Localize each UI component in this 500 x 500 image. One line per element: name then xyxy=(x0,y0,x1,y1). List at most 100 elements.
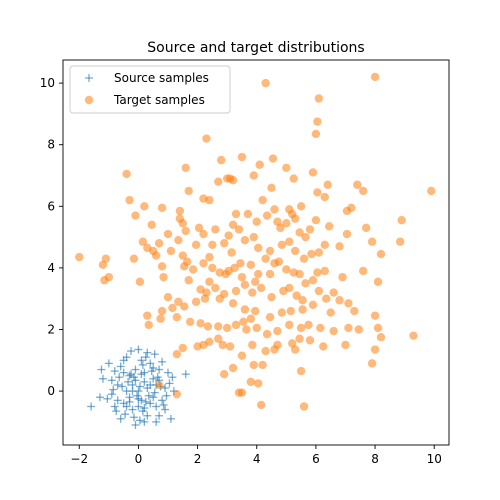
data-point xyxy=(373,277,383,286)
data-point xyxy=(162,391,171,400)
data-point xyxy=(249,360,258,370)
data-point xyxy=(149,393,158,402)
data-point xyxy=(152,417,161,426)
data-point xyxy=(341,340,350,350)
data-point xyxy=(329,326,338,336)
data-point xyxy=(237,272,247,282)
data-point xyxy=(178,343,187,353)
data-point xyxy=(185,317,195,326)
data-point xyxy=(152,402,161,411)
data-point xyxy=(298,296,307,305)
data-point xyxy=(242,325,251,334)
data-point xyxy=(98,374,107,383)
data-point xyxy=(128,405,137,414)
data-point xyxy=(161,384,170,393)
data-point xyxy=(199,229,208,239)
data-point xyxy=(230,263,239,273)
data-point xyxy=(163,229,173,239)
data-point xyxy=(276,223,285,233)
data-point xyxy=(320,192,329,202)
data-point xyxy=(107,376,116,385)
data-point xyxy=(311,129,321,139)
data-point xyxy=(265,246,275,256)
data-point xyxy=(211,283,220,293)
data-point xyxy=(196,319,205,328)
data-point xyxy=(166,246,176,256)
x-tick-label: 4 xyxy=(253,452,261,466)
data-point xyxy=(231,320,241,330)
data-point xyxy=(140,202,149,211)
data-point xyxy=(267,183,276,193)
data-point xyxy=(367,359,377,368)
data-point xyxy=(172,349,182,359)
data-point xyxy=(239,317,248,326)
data-point xyxy=(141,353,150,362)
data-point xyxy=(191,240,201,249)
data-point xyxy=(199,259,208,268)
data-point xyxy=(135,416,144,425)
legend-marker-target xyxy=(84,95,94,105)
data-point xyxy=(258,360,267,370)
data-point xyxy=(140,377,149,386)
data-point xyxy=(314,94,324,103)
data-point xyxy=(298,305,307,314)
data-point xyxy=(184,276,193,285)
data-point xyxy=(122,169,131,179)
data-point xyxy=(256,283,266,293)
legend-plus-marker xyxy=(85,74,93,82)
data-point xyxy=(149,364,158,372)
data-point xyxy=(113,380,122,389)
data-point xyxy=(322,294,331,303)
data-point xyxy=(285,320,294,330)
data-point xyxy=(104,359,113,368)
data-point xyxy=(289,174,298,183)
data-point xyxy=(158,396,167,405)
data-point xyxy=(282,219,291,228)
data-point xyxy=(144,391,153,400)
data-point xyxy=(180,302,189,311)
data-point xyxy=(325,222,334,231)
data-point xyxy=(211,225,220,234)
data-point xyxy=(395,237,405,246)
y-tick-label: 6 xyxy=(47,199,55,213)
data-point xyxy=(234,225,244,234)
data-point xyxy=(128,387,137,396)
data-point xyxy=(290,214,300,223)
data-point xyxy=(228,175,238,185)
data-point xyxy=(109,385,118,394)
data-point xyxy=(110,402,119,411)
data-point xyxy=(168,373,177,382)
data-point xyxy=(131,211,140,220)
data-point xyxy=(359,186,368,196)
data-point xyxy=(262,211,272,220)
legend-marker-source xyxy=(85,74,93,82)
data-point xyxy=(248,288,257,297)
data-point xyxy=(246,314,256,323)
data-point xyxy=(121,410,130,419)
data-point xyxy=(172,389,182,399)
data-point xyxy=(353,180,362,189)
data-point xyxy=(137,370,146,379)
data-point xyxy=(376,249,386,259)
data-point xyxy=(97,365,106,374)
data-point xyxy=(224,231,233,240)
chart-title: Source and target distributions xyxy=(147,40,364,56)
data-point xyxy=(397,215,406,225)
axis-ticks: −2 0 2 4 6 8 10 0 2 4 6 8 10 xyxy=(40,76,442,466)
data-point xyxy=(370,72,380,82)
data-point xyxy=(361,223,371,233)
data-point xyxy=(314,286,324,296)
data-point xyxy=(243,209,253,219)
data-point xyxy=(135,382,144,391)
data-point xyxy=(143,311,152,320)
data-point xyxy=(286,306,295,316)
data-point xyxy=(150,388,159,397)
plot-frame xyxy=(62,59,450,446)
data-point xyxy=(373,323,383,333)
y-tick-label: 4 xyxy=(47,261,55,275)
data-point xyxy=(134,345,143,354)
data-point xyxy=(305,336,315,345)
data-point xyxy=(149,374,158,383)
data-point xyxy=(267,292,276,302)
data-point xyxy=(304,320,313,330)
